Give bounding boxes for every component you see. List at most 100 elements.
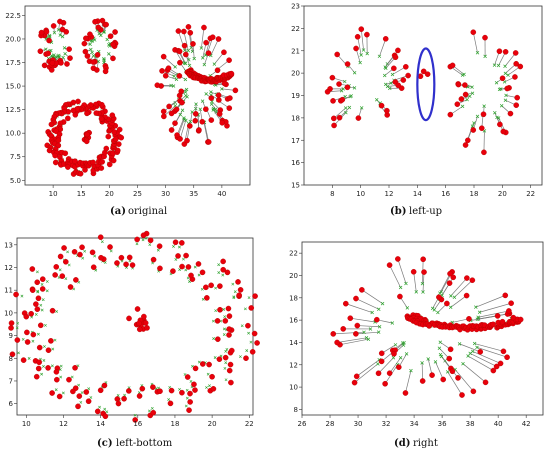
shifted-point-marker (502, 80, 507, 84)
data-point (455, 375, 461, 381)
data-point (187, 29, 194, 36)
shifted-point-marker (148, 409, 151, 413)
shifted-point-marker (448, 305, 453, 310)
data-point (199, 118, 206, 125)
shifted-point-marker (81, 256, 85, 260)
shifted-point-marker (223, 315, 227, 319)
shifted-point-marker (222, 308, 226, 311)
shifted-point-marker (352, 86, 357, 90)
data-point (208, 282, 214, 289)
shifted-point-marker (48, 34, 52, 39)
data-point (116, 126, 123, 133)
data-point (61, 245, 67, 251)
shifted-point-marker (382, 73, 387, 78)
data-point (506, 308, 512, 314)
shifted-point-marker (211, 319, 215, 323)
data-point (227, 95, 233, 101)
shifted-point-marker (184, 404, 188, 408)
shift-arrow (504, 52, 516, 67)
data-point (355, 115, 362, 121)
shifted-point-marker (15, 326, 19, 330)
shifted-point-marker (504, 93, 508, 98)
shift-arrow (459, 343, 481, 353)
panel-a-plot (37, 17, 239, 177)
data-point (252, 293, 258, 299)
data-point (70, 388, 76, 395)
shifted-point-marker (56, 28, 61, 32)
data-point (446, 355, 453, 362)
data-point (52, 272, 58, 278)
data-point (215, 92, 222, 99)
data-point (101, 382, 108, 389)
data-point (39, 286, 46, 292)
data-point (402, 390, 409, 396)
shift-arrow (397, 258, 407, 284)
shifted-point-marker (430, 306, 435, 311)
shifted-point-marker (421, 290, 425, 294)
shifted-point-marker (503, 64, 507, 69)
shifted-point-marker (116, 393, 120, 397)
shifted-point-marker (180, 108, 185, 112)
data-point (347, 315, 354, 321)
data-point (126, 315, 132, 322)
x-tick-label: 30 (161, 190, 170, 198)
shift-arrow (441, 277, 454, 296)
data-point (353, 295, 359, 302)
shift-arrow (413, 271, 417, 292)
shifted-point-marker (202, 62, 207, 67)
data-point (219, 120, 225, 126)
shifted-point-marker (107, 52, 111, 56)
shifted-point-marker (401, 343, 406, 347)
y-tick-label: 18 (291, 114, 300, 122)
data-point (167, 400, 174, 407)
data-point (159, 68, 165, 74)
shift-arrow (203, 122, 209, 143)
shifted-point-marker (362, 330, 366, 334)
data-point (334, 339, 340, 346)
panel-b-caption-text: left-up (409, 206, 442, 217)
shifted-point-marker (184, 87, 189, 92)
data-point (480, 111, 487, 118)
data-point (115, 141, 122, 147)
shift-arrow (470, 353, 497, 367)
data-point (496, 48, 503, 55)
data-point (28, 310, 34, 317)
data-point (147, 237, 154, 244)
shift-arrow (435, 361, 444, 380)
shifted-point-marker (40, 308, 44, 312)
shifted-point-marker (109, 249, 113, 253)
data-point (112, 29, 118, 35)
data-point (175, 28, 182, 34)
shifted-point-marker (231, 282, 235, 286)
y-tick-label: 16 (289, 317, 298, 325)
data-point (205, 50, 212, 56)
data-point (235, 279, 241, 285)
shifted-point-marker (495, 115, 499, 120)
shift-arrow (176, 117, 185, 136)
shifted-point-marker (470, 85, 474, 89)
data-point (150, 384, 156, 390)
panel-a-ticks: 10 15 20 25 30 35 40 5.0 7.5 10.0 12.5 15.0 17.5 20.0… (5, 12, 226, 198)
shift-arrow (339, 338, 369, 346)
shifted-point-marker (92, 38, 97, 42)
data-point (33, 301, 39, 307)
data-point (478, 125, 485, 132)
shifted-point-marker (27, 357, 31, 360)
data-point (132, 417, 138, 423)
shifted-point-marker (186, 48, 191, 53)
data-point (188, 272, 194, 279)
shifted-point-marker (172, 74, 176, 78)
data-point (354, 322, 361, 329)
data-point (470, 127, 477, 133)
data-point (57, 253, 64, 260)
data-point (179, 99, 185, 106)
shifted-point-marker (426, 357, 430, 361)
y-tick-label: 23 (291, 3, 300, 11)
data-point (220, 266, 227, 273)
data-point (35, 365, 42, 372)
data-point (126, 254, 133, 261)
data-point (176, 48, 183, 55)
data-point (65, 115, 71, 122)
data-point (203, 284, 209, 291)
shifted-point-marker (470, 349, 475, 354)
